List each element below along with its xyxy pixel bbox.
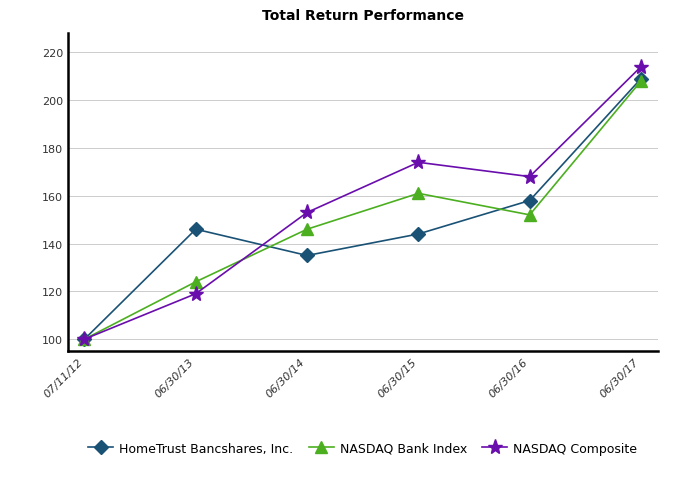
Title: Total Return Performance: Total Return Performance (262, 9, 464, 23)
Legend: HomeTrust Bancshares, Inc., NASDAQ Bank Index, NASDAQ Composite: HomeTrust Bancshares, Inc., NASDAQ Bank … (83, 437, 642, 460)
